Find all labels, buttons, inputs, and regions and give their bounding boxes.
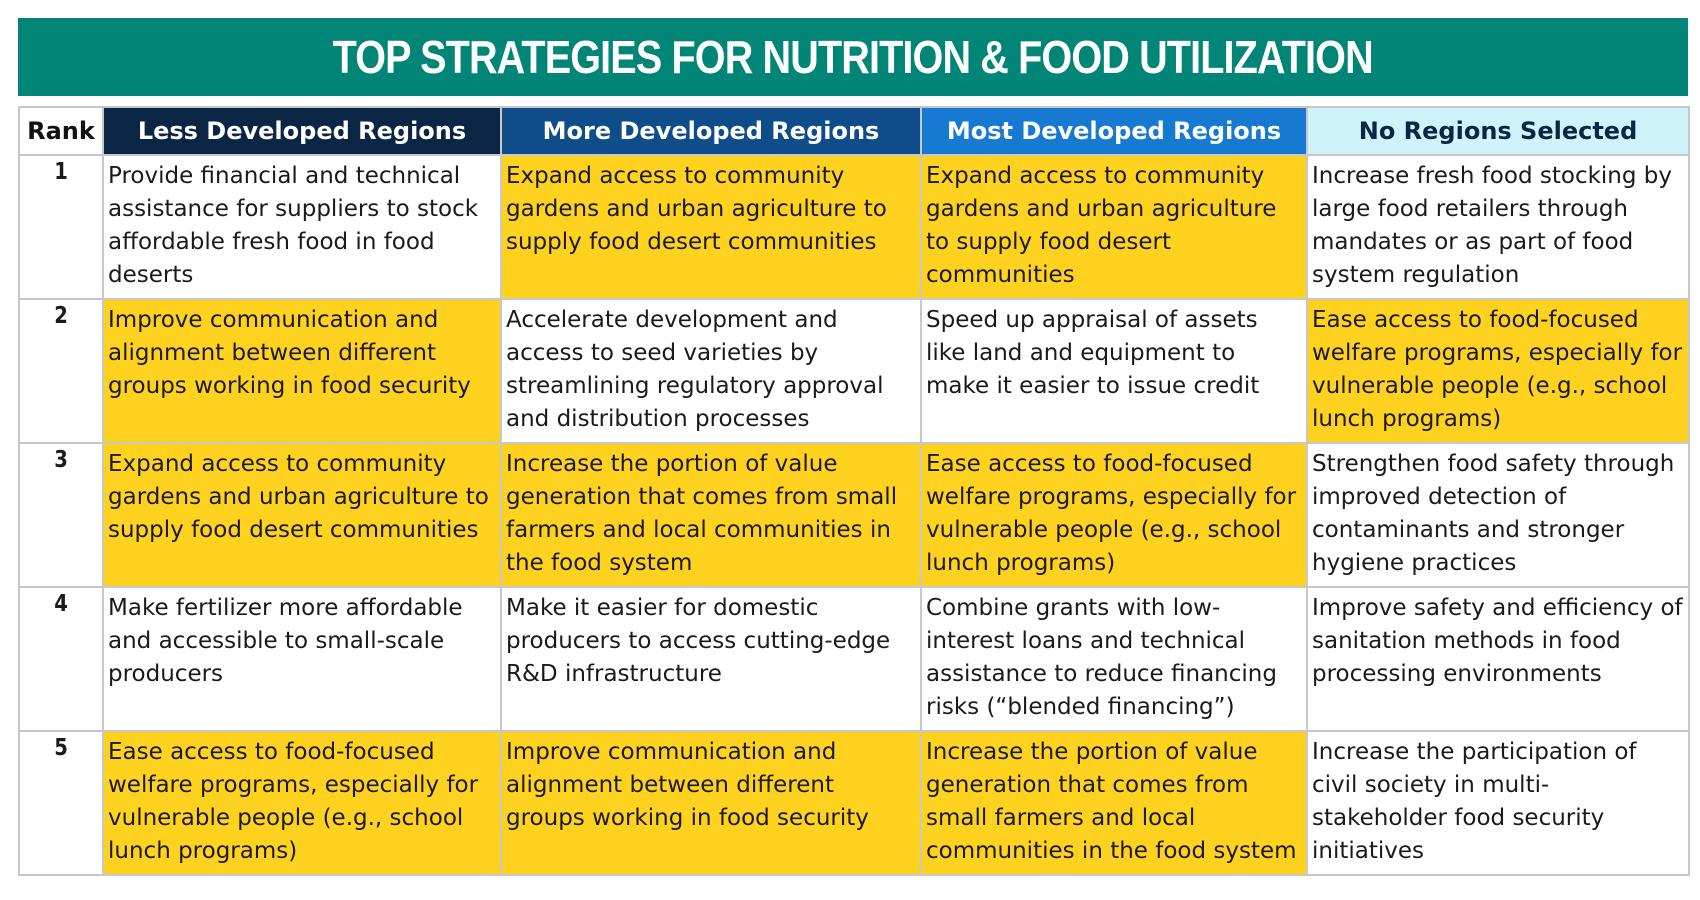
title-banner: TOP STRATEGIES FOR NUTRITION & FOOD UTIL… bbox=[18, 18, 1688, 96]
strategy-text: Increase fresh food stocking by large fo… bbox=[1312, 163, 1672, 288]
strategy-text: Increase the portion of value generation… bbox=[926, 739, 1297, 864]
strategy-cell: Make it easier for domestic producers to… bbox=[500, 586, 922, 732]
strategy-cell: Strengthen food safety through improved … bbox=[1306, 442, 1690, 588]
strategy-cell: Improve communication and alignment betw… bbox=[102, 298, 502, 444]
rank-number: 4 bbox=[54, 591, 68, 617]
rank-cell: 5 bbox=[18, 730, 104, 876]
table-row: 5 Ease access to food-focused welfare pr… bbox=[18, 730, 1690, 876]
strategy-text: Expand access to community gardens and u… bbox=[108, 451, 489, 543]
strategy-cell: Make fertilizer more affordable and acce… bbox=[102, 586, 502, 732]
table-row: 4 Make fertilizer more affordable and ac… bbox=[18, 586, 1690, 732]
page-title: TOP STRATEGIES FOR NUTRITION & FOOD UTIL… bbox=[332, 31, 1374, 83]
table-row: 1 Provide financial and technical assist… bbox=[18, 154, 1690, 300]
strategy-text: Increase the portion of value generation… bbox=[506, 451, 898, 576]
strategy-text: Ease access to food-focused welfare prog… bbox=[926, 451, 1297, 576]
strategy-text: Strengthen food safety through improved … bbox=[1312, 451, 1675, 576]
strategy-text: Improve communication and alignment betw… bbox=[506, 739, 869, 831]
table-row: 2 Improve communication and alignment be… bbox=[18, 298, 1690, 444]
strategy-text: Expand access to community gardens and u… bbox=[926, 163, 1277, 288]
strategy-text: Speed up appraisal of assets like land a… bbox=[926, 307, 1260, 399]
rank-number: 5 bbox=[54, 735, 68, 761]
strategy-cell: Increase the portion of value generation… bbox=[920, 730, 1308, 876]
strategy-text: Increase the participation of civil soci… bbox=[1312, 739, 1637, 864]
strategy-text: Accelerate development and access to see… bbox=[506, 307, 884, 432]
strategy-cell: Expand access to community gardens and u… bbox=[500, 154, 922, 300]
rank-number: 1 bbox=[54, 159, 68, 185]
strategy-text: Improve safety and efficiency of sanitat… bbox=[1312, 595, 1683, 687]
strategy-cell: Combine grants with low-interest loans a… bbox=[920, 586, 1308, 732]
strategy-cell: Provide financial and technical assistan… bbox=[102, 154, 502, 300]
rank-cell: 2 bbox=[18, 298, 104, 444]
rank-cell: 3 bbox=[18, 442, 104, 588]
strategy-text: Provide financial and technical assistan… bbox=[108, 163, 479, 288]
strategy-text: Make fertilizer more affordable and acce… bbox=[108, 595, 463, 687]
rank-number: 2 bbox=[54, 303, 68, 329]
column-header-less-developed: Less Developed Regions bbox=[102, 106, 502, 156]
column-header-no-regions: No Regions Selected bbox=[1306, 106, 1690, 156]
strategy-text: Make it easier for domestic producers to… bbox=[506, 595, 891, 687]
strategy-text: Expand access to community gardens and u… bbox=[506, 163, 887, 255]
strategy-cell: Increase the portion of value generation… bbox=[500, 442, 922, 588]
strategy-cell: Improve communication and alignment betw… bbox=[500, 730, 922, 876]
strategy-cell: Ease access to food-focused welfare prog… bbox=[1306, 298, 1690, 444]
strategy-cell: Accelerate development and access to see… bbox=[500, 298, 922, 444]
strategy-text: Ease access to food-focused welfare prog… bbox=[108, 739, 479, 864]
column-header-more-developed: More Developed Regions bbox=[500, 106, 922, 156]
strategy-cell: Speed up appraisal of assets like land a… bbox=[920, 298, 1308, 444]
rank-cell: 4 bbox=[18, 586, 104, 732]
strategy-text: Improve communication and alignment betw… bbox=[108, 307, 471, 399]
table-row: 3 Expand access to community gardens and… bbox=[18, 442, 1690, 588]
strategy-cell: Ease access to food-focused welfare prog… bbox=[102, 730, 502, 876]
strategy-text: Combine grants with low-interest loans a… bbox=[926, 595, 1277, 720]
strategy-cell: Increase the participation of civil soci… bbox=[1306, 730, 1690, 876]
rank-column-header: Rank bbox=[18, 106, 104, 156]
rank-number: 3 bbox=[54, 447, 68, 473]
header-row: Rank Less Developed Regions More Develop… bbox=[18, 106, 1690, 156]
column-header-most-developed: Most Developed Regions bbox=[920, 106, 1308, 156]
strategy-cell: Expand access to community gardens and u… bbox=[102, 442, 502, 588]
strategy-cell: Expand access to community gardens and u… bbox=[920, 154, 1308, 300]
strategy-cell: Improve safety and efficiency of sanitat… bbox=[1306, 586, 1690, 732]
rank-cell: 1 bbox=[18, 154, 104, 300]
strategy-cell: Increase fresh food stocking by large fo… bbox=[1306, 154, 1690, 300]
strategies-table: Rank Less Developed Regions More Develop… bbox=[18, 106, 1690, 876]
strategy-cell: Ease access to food-focused welfare prog… bbox=[920, 442, 1308, 588]
strategy-text: Ease access to food-focused welfare prog… bbox=[1312, 307, 1683, 432]
